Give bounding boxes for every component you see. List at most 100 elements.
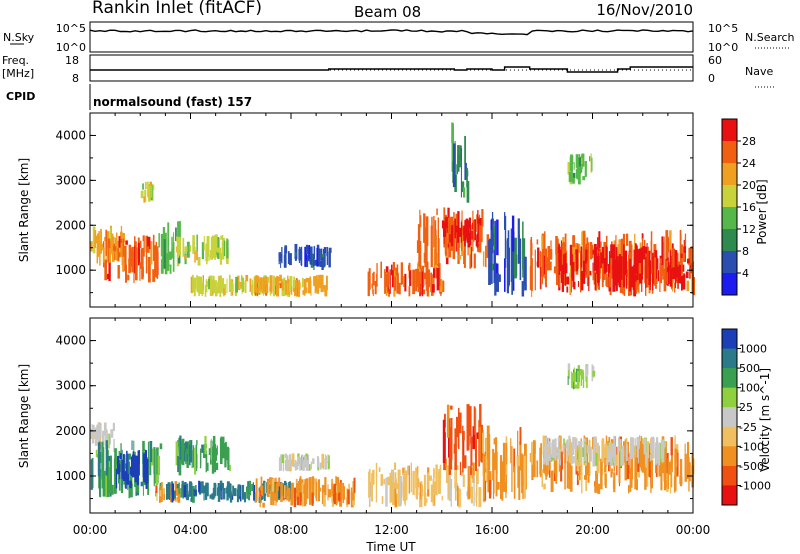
data-cell — [629, 453, 631, 474]
data-cell — [611, 244, 613, 256]
data-cell — [226, 481, 230, 497]
data-cell — [305, 255, 309, 267]
y-tick-label: 3000 — [55, 173, 86, 187]
data-cell — [466, 231, 470, 243]
data-cell — [237, 275, 240, 289]
data-cell — [608, 266, 611, 288]
data-cell — [640, 436, 643, 471]
cpid-text: normalsound (fast) 157 — [93, 95, 252, 109]
data-cell — [301, 482, 305, 494]
data-cell — [638, 437, 640, 449]
data-cell — [581, 447, 584, 457]
data-cell — [592, 448, 596, 467]
data-cell — [125, 264, 127, 283]
data-cell — [590, 244, 594, 259]
data-cell — [201, 481, 204, 494]
data-cell — [641, 233, 644, 240]
data-cell — [122, 238, 125, 257]
data-cell — [476, 432, 479, 439]
data-cell — [614, 259, 617, 286]
data-cell — [493, 449, 495, 500]
colorbar-tick-label: -100 — [739, 440, 764, 453]
data-cell — [476, 233, 479, 248]
data-cell — [436, 252, 438, 265]
data-cell — [109, 227, 112, 242]
data-cell — [288, 482, 290, 489]
data-cell — [638, 248, 642, 265]
data-cell — [492, 448, 494, 481]
colorbar-band — [722, 207, 737, 230]
data-cell — [284, 480, 287, 488]
data-cell — [683, 273, 686, 287]
data-cell — [181, 438, 185, 466]
data-cell — [540, 250, 542, 272]
data-cell — [195, 485, 197, 495]
data-cell — [620, 448, 623, 466]
data-cell — [262, 485, 264, 497]
data-cell — [433, 467, 435, 495]
data-cell — [571, 371, 573, 389]
data-cell — [437, 217, 439, 254]
data-cell — [592, 370, 596, 377]
data-cell — [226, 446, 229, 461]
data-cell — [483, 454, 486, 500]
data-cell — [277, 482, 279, 491]
data-cell — [145, 235, 148, 253]
data-cell — [100, 232, 102, 253]
data-cell — [239, 281, 243, 289]
data-cell — [305, 287, 308, 294]
data-cell — [178, 448, 182, 476]
data-cell — [280, 279, 283, 285]
data-cell — [472, 220, 475, 242]
data-cell — [246, 487, 249, 499]
data-cell — [549, 249, 553, 260]
data-cell — [97, 442, 101, 477]
data-cell — [140, 481, 143, 487]
data-cell — [465, 218, 469, 238]
data-cell — [368, 469, 371, 484]
data-cell — [537, 247, 540, 268]
data-cell — [684, 443, 686, 474]
data-cell — [148, 185, 151, 202]
data-cell — [105, 229, 108, 257]
data-cell — [352, 492, 355, 501]
data-cell — [447, 482, 450, 500]
data-cell — [635, 245, 638, 250]
data-cell — [568, 171, 572, 182]
data-cell — [400, 269, 403, 285]
data-cell — [152, 185, 155, 190]
data-cell — [599, 251, 601, 279]
data-cell — [275, 477, 277, 484]
y-tick-label: 4000 — [55, 334, 86, 348]
data-cell — [110, 481, 112, 491]
data-cell — [209, 250, 212, 258]
data-cell — [175, 441, 179, 466]
data-cell — [644, 467, 647, 490]
data-cell — [580, 467, 582, 474]
data-cell — [650, 448, 652, 454]
data-cell — [494, 220, 496, 265]
data-cell — [241, 276, 243, 294]
data-cell — [304, 279, 307, 292]
data-cell — [321, 453, 325, 468]
data-cell — [136, 458, 139, 486]
data-cell — [518, 466, 521, 500]
data-cell — [467, 466, 471, 494]
data-cell — [517, 218, 520, 264]
data-cell — [608, 251, 611, 273]
data-cell — [559, 249, 562, 272]
data-cell — [326, 275, 328, 291]
data-cell — [547, 446, 550, 455]
data-cell — [347, 489, 350, 505]
data-cell — [280, 483, 282, 503]
data-cell — [221, 482, 224, 490]
power-data-layer — [90, 122, 695, 297]
data-cell — [480, 424, 483, 463]
data-cell — [531, 441, 533, 465]
data-cell — [650, 483, 652, 493]
data-cell — [394, 483, 396, 508]
data-cell — [664, 282, 667, 292]
data-cell — [283, 277, 286, 287]
data-cell — [571, 374, 573, 389]
data-cell — [650, 240, 652, 254]
